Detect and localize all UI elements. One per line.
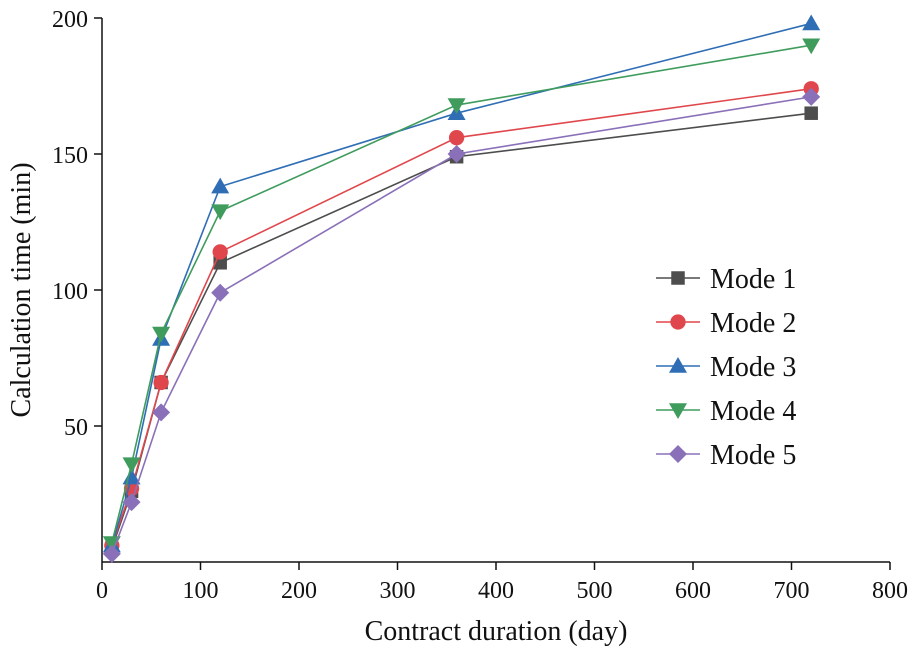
- series-5: [102, 87, 821, 563]
- data-point: [804, 106, 818, 120]
- x-tick-label: 600: [675, 578, 711, 604]
- data-point: [152, 403, 171, 422]
- legend-item: Mode 1: [656, 264, 796, 295]
- data-point: [448, 130, 465, 146]
- data-point: [102, 544, 121, 563]
- legend-item: Mode 5: [656, 440, 796, 471]
- series-line: [111, 44, 812, 544]
- x-tick-label: 400: [478, 578, 514, 604]
- legend-item: Mode 3: [656, 352, 796, 383]
- data-point: [802, 14, 821, 31]
- legend-label: Mode 2: [710, 308, 796, 339]
- y-tick-label: 150: [52, 143, 88, 169]
- x-tick-label: 700: [774, 578, 810, 604]
- legend-label: Mode 5: [710, 440, 796, 471]
- legend-marker: [670, 314, 686, 330]
- data-point: [122, 457, 141, 474]
- x-tick-label: 800: [872, 578, 908, 604]
- data-point: [153, 374, 169, 391]
- legend-marker: [669, 357, 687, 373]
- data-point: [802, 38, 821, 55]
- data-point: [211, 177, 230, 194]
- x-tick-label: 0: [96, 578, 108, 604]
- legend-label: Mode 3: [710, 352, 796, 383]
- y-tick-label: 200: [52, 7, 88, 33]
- series-layer: [102, 14, 821, 563]
- legend-item: Mode 4: [656, 396, 796, 427]
- x-tick-label: 100: [183, 578, 219, 604]
- data-point: [212, 244, 228, 260]
- legend: Mode 1 Mode 2 Mode 3 Mode 4 Mode 5: [656, 264, 796, 471]
- series-line: [111, 112, 812, 549]
- data-point: [447, 145, 466, 163]
- data-point: [152, 326, 171, 343]
- y-axis-title: Calculation time (min): [6, 162, 37, 417]
- x-tick-label: 500: [577, 578, 613, 604]
- legend-item: Mode 2: [656, 308, 796, 339]
- x-tick-label: 200: [281, 578, 317, 604]
- legend-marker: [669, 403, 687, 419]
- legend-marker: [671, 271, 685, 285]
- series-line: [111, 22, 812, 546]
- data-point: [447, 98, 466, 115]
- y-tick-label: 100: [52, 279, 88, 305]
- x-tick-label: 300: [380, 578, 416, 604]
- data-point: [211, 283, 230, 302]
- series-line: [111, 96, 812, 555]
- legend-marker: [669, 445, 687, 463]
- x-axis-title: Contract duration (day): [365, 616, 628, 647]
- data-point: [211, 204, 230, 221]
- y-tick-label: 50: [64, 415, 88, 441]
- data-point: [122, 493, 141, 512]
- axes: 0 100 200 300 400 500 600 700 800 50 100 150 200: [52, 7, 908, 604]
- legend-label: Mode 1: [710, 264, 796, 295]
- legend-label: Mode 4: [710, 396, 796, 427]
- data-point: [802, 87, 821, 106]
